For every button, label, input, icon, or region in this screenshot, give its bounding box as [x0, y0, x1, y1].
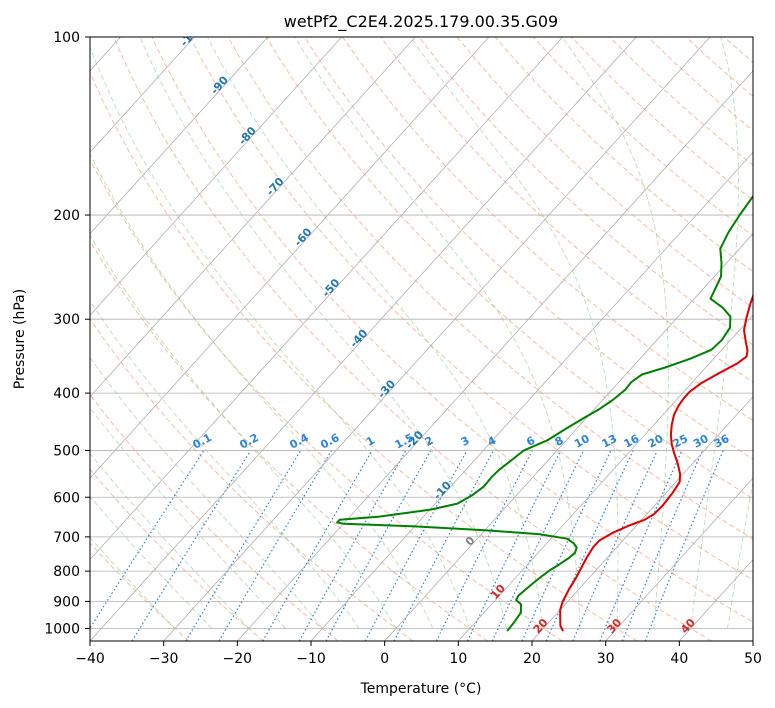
isotherm-line — [752, 640, 753, 641]
dry-adiabat — [113, 37, 712, 641]
moist-adiabat — [90, 406, 286, 629]
mixing-ratio-line — [545, 450, 634, 641]
moist-adiabat — [561, 37, 669, 629]
temperature-profile-line — [559, 293, 753, 632]
dry-adiabat — [90, 240, 488, 641]
y-tick-label: 1000 — [44, 621, 80, 637]
x-axis-title: Temperature (°C) — [360, 681, 482, 697]
x-tick-label: 10 — [449, 651, 467, 667]
y-axis-title: Pressure (hPa) — [12, 289, 28, 389]
dry-adiabat — [90, 71, 638, 641]
x-tick-label: −40 — [75, 651, 105, 667]
isotherm-line — [90, 37, 195, 153]
mixing-ratio-label: 30 — [691, 432, 711, 451]
dry-adiabat — [90, 468, 264, 641]
profile-series — [336, 194, 753, 632]
moist-adiabat — [90, 300, 360, 629]
isotherm-line — [163, 37, 711, 641]
y-tick-label: 700 — [53, 530, 80, 546]
mixing-ratio-line — [364, 450, 468, 641]
isotherm-line — [310, 151, 753, 641]
x-tick-label: 0 — [380, 651, 389, 667]
mixing-ratio-label: 25 — [671, 432, 691, 451]
isotherm-line — [531, 396, 753, 641]
mixing-ratio-label: 10 — [572, 432, 592, 451]
mixing-ratio-line — [435, 450, 533, 641]
moist-adiabat — [90, 495, 213, 629]
y-tick-label: 500 — [53, 443, 80, 459]
isotherm-line — [605, 477, 753, 641]
plot-background — [90, 37, 753, 641]
mixing-ratio-line — [90, 450, 205, 630]
y-tick-label: 800 — [53, 564, 80, 580]
dry-adiabat — [303, 37, 753, 460]
mixing-ratio-label: 16 — [622, 432, 642, 451]
moist-adiabat — [207, 37, 544, 629]
moist-adiabat — [90, 233, 397, 629]
mixing-ratio-label: 36 — [712, 432, 732, 451]
isotherm-line — [458, 314, 753, 641]
dry-adiabat — [342, 37, 753, 422]
x-tick-label: −10 — [296, 651, 326, 667]
plot-frame — [89, 36, 754, 642]
chart-title: wetPf2_C2E4.2025.179.00.35.G09 — [284, 12, 558, 32]
moist-adiabat — [90, 152, 434, 629]
y-tick-label: 300 — [53, 312, 80, 328]
moist-adiabat — [727, 479, 753, 629]
isotherm-line — [90, 37, 490, 479]
isotherm-line — [90, 37, 563, 561]
dry-adiabat — [189, 37, 753, 581]
dewpoint-profile-line — [336, 194, 753, 632]
dry-adiabat — [418, 37, 753, 346]
y-tick-label: 200 — [53, 208, 80, 224]
y-axis: 100 200 300 400 500 600 700 800 900 1000 — [44, 30, 90, 637]
mixing-ratio-line — [621, 450, 704, 641]
y-tick-label: 600 — [53, 490, 80, 506]
moist-adiabat — [409, 37, 619, 629]
moist-adiabat — [90, 45, 471, 629]
y-tick-label: 900 — [53, 594, 80, 610]
x-tick-label: 30 — [597, 651, 615, 667]
isotherm-line — [90, 37, 416, 398]
mixing-ratio-line — [644, 450, 724, 641]
mixing-ratio-line — [325, 450, 432, 641]
mixing-ratio-label: 13 — [600, 432, 620, 451]
x-tick-label: −30 — [149, 651, 179, 667]
x-axis: −40 −30 −20 −10 0 10 20 30 40 50 — [75, 641, 762, 667]
mixing-ratio-line — [599, 450, 683, 641]
x-tick-label: −20 — [223, 651, 253, 667]
dry-adiabat — [90, 158, 563, 641]
dry-adiabat — [762, 37, 775, 641]
grid — [90, 37, 753, 641]
isotherm-line — [90, 37, 637, 641]
y-tick-label: 100 — [53, 30, 80, 46]
y-tick-label: 400 — [53, 386, 80, 402]
x-tick-label: 20 — [523, 651, 541, 667]
moist-adiabat — [139, 37, 507, 629]
x-tick-label: 50 — [744, 651, 762, 667]
mixing-ratio-line — [572, 450, 658, 641]
isotherm-line — [90, 37, 342, 316]
moist-adiabat — [90, 452, 250, 629]
moist-adiabat — [294, 37, 581, 629]
dry-adiabat — [151, 37, 753, 623]
isotherm-line — [90, 37, 269, 235]
isotherm-line — [237, 70, 753, 641]
x-tick-label: 40 — [670, 651, 688, 667]
moist-adiabat — [90, 536, 176, 629]
dry-adiabat — [456, 37, 753, 309]
mixing-ratio-line — [298, 450, 407, 641]
isotherm-line — [384, 233, 753, 641]
mixing-ratio-label: 20 — [646, 432, 666, 451]
moist-adiabat — [690, 37, 740, 629]
